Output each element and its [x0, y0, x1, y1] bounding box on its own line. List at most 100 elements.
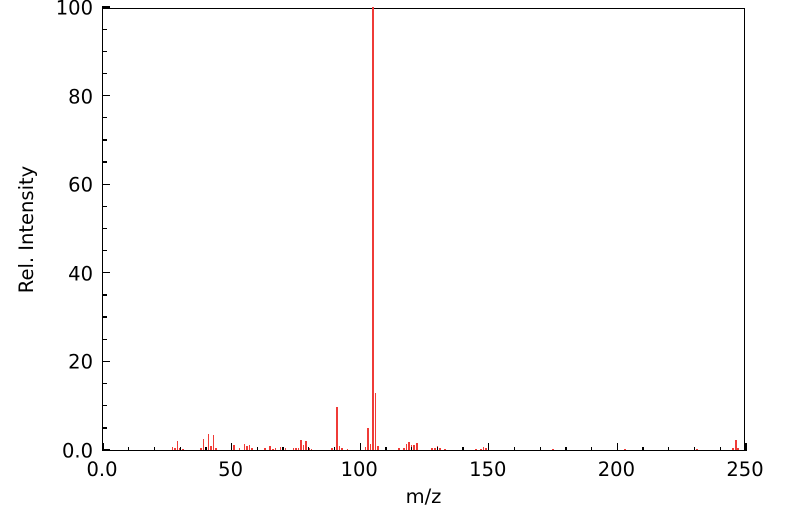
spectrum-peak	[212, 435, 215, 450]
spectrum-peak	[210, 445, 212, 450]
spectrum-peak	[485, 448, 488, 450]
x-tick-major	[616, 443, 619, 451]
y-tick-minor	[102, 72, 107, 75]
spectrum-peak	[737, 448, 740, 450]
x-axis-title: m/z	[405, 485, 442, 508]
spectrum-peak	[248, 445, 251, 450]
y-tick-minor	[102, 316, 107, 318]
spectrum-peak	[279, 447, 282, 450]
x-tick-minor	[385, 446, 387, 451]
spectrum-peak	[431, 448, 433, 450]
spectrum-peak	[480, 448, 482, 450]
y-tick-minor	[102, 205, 107, 207]
y-tick-major	[102, 6, 110, 8]
spectrum-peak	[251, 448, 253, 450]
y-tick-major	[102, 449, 110, 451]
spectrum-peak	[732, 447, 734, 450]
y-tick-minor	[102, 50, 107, 52]
y-tick-major	[102, 94, 110, 97]
x-tick-major	[102, 443, 104, 451]
spectrum-peak	[176, 440, 179, 450]
spectrum-peak	[243, 443, 246, 450]
x-tick-label: 200	[597, 458, 636, 481]
spectrum-peak	[297, 447, 300, 450]
spectrum-peak	[338, 445, 341, 450]
y-tick-major	[102, 360, 110, 363]
y-tick-minor	[102, 382, 107, 385]
x-tick-label: 150	[469, 458, 507, 481]
spectrum-peak	[372, 7, 374, 450]
y-tick-minor	[102, 28, 107, 30]
x-tick-minor	[333, 446, 336, 451]
spectrum-peak	[696, 448, 698, 450]
spectrum-peak	[300, 439, 302, 450]
y-tick-minor	[102, 117, 107, 119]
spectrum-peak	[171, 447, 174, 450]
y-tick-label: 0.0	[61, 439, 93, 463]
x-tick-minor	[668, 446, 670, 451]
spectrum-peak	[207, 433, 210, 450]
spectrum-peak	[271, 448, 274, 450]
x-tick-label: 0.0	[86, 458, 118, 481]
spectrum-peak	[408, 441, 410, 450]
x-tick-major	[359, 443, 361, 451]
spectrum-peak	[336, 406, 338, 450]
x-tick-minor	[410, 446, 413, 451]
spectrum-peak	[274, 447, 277, 450]
spectrum-peak	[439, 448, 441, 450]
x-tick-minor	[591, 446, 593, 451]
y-tick-major	[102, 183, 110, 185]
x-tick-minor	[205, 446, 207, 451]
spectrum-peak	[413, 445, 415, 450]
spectrum-peak	[238, 448, 241, 450]
x-tick-minor	[128, 446, 130, 451]
y-tick-label: 20	[68, 350, 93, 374]
spectrum-peak	[433, 447, 436, 450]
x-tick-label: 100	[340, 458, 378, 481]
spectrum-peak	[181, 448, 184, 450]
spectrum-peak	[341, 448, 343, 450]
spectrum-peak	[202, 439, 205, 450]
spectrum-peak	[310, 448, 313, 450]
x-tick-minor	[308, 446, 310, 451]
spectrum-peak	[364, 447, 367, 450]
x-tick-minor	[462, 446, 464, 451]
spectrum-peak	[734, 440, 737, 450]
spectrum-peak	[624, 449, 626, 450]
plot-area	[102, 6, 747, 451]
x-tick-major	[488, 443, 490, 451]
spectrum-peak	[369, 443, 372, 450]
x-tick-minor	[719, 446, 721, 451]
x-tick-minor	[565, 446, 567, 451]
x-tick-minor	[693, 446, 696, 451]
spectrum-peak	[199, 447, 202, 450]
spectrum-peak	[295, 447, 297, 450]
spectrum-peak	[284, 448, 287, 450]
x-tick-minor	[153, 446, 156, 451]
x-tick-major	[745, 443, 747, 451]
x-tick-label: 50	[218, 458, 244, 481]
x-tick-label: 250	[726, 458, 764, 481]
y-tick-minor	[102, 294, 107, 296]
y-tick-minor	[102, 338, 107, 340]
y-tick-minor	[102, 427, 107, 429]
spectrum-peak	[367, 428, 369, 450]
spectrum-peak	[346, 448, 349, 450]
spectrum-peak	[405, 443, 408, 450]
spectrum-peak	[331, 448, 333, 450]
x-tick-minor	[642, 446, 644, 451]
spectrum-peak	[215, 448, 217, 450]
spectrum-peak	[475, 448, 477, 450]
y-axis-title: Rel. Intensity	[15, 165, 38, 294]
x-tick-minor	[256, 446, 258, 451]
spectrum-peaks	[103, 7, 744, 450]
spectrum-peak	[377, 446, 379, 450]
x-tick-minor	[436, 446, 438, 451]
spectrum-peak	[174, 448, 176, 450]
x-tick-minor	[513, 446, 516, 451]
spectrum-peak	[397, 448, 400, 450]
spectrum-peak	[264, 448, 266, 450]
y-tick-minor	[102, 405, 107, 407]
y-tick-label: 80	[68, 85, 93, 109]
